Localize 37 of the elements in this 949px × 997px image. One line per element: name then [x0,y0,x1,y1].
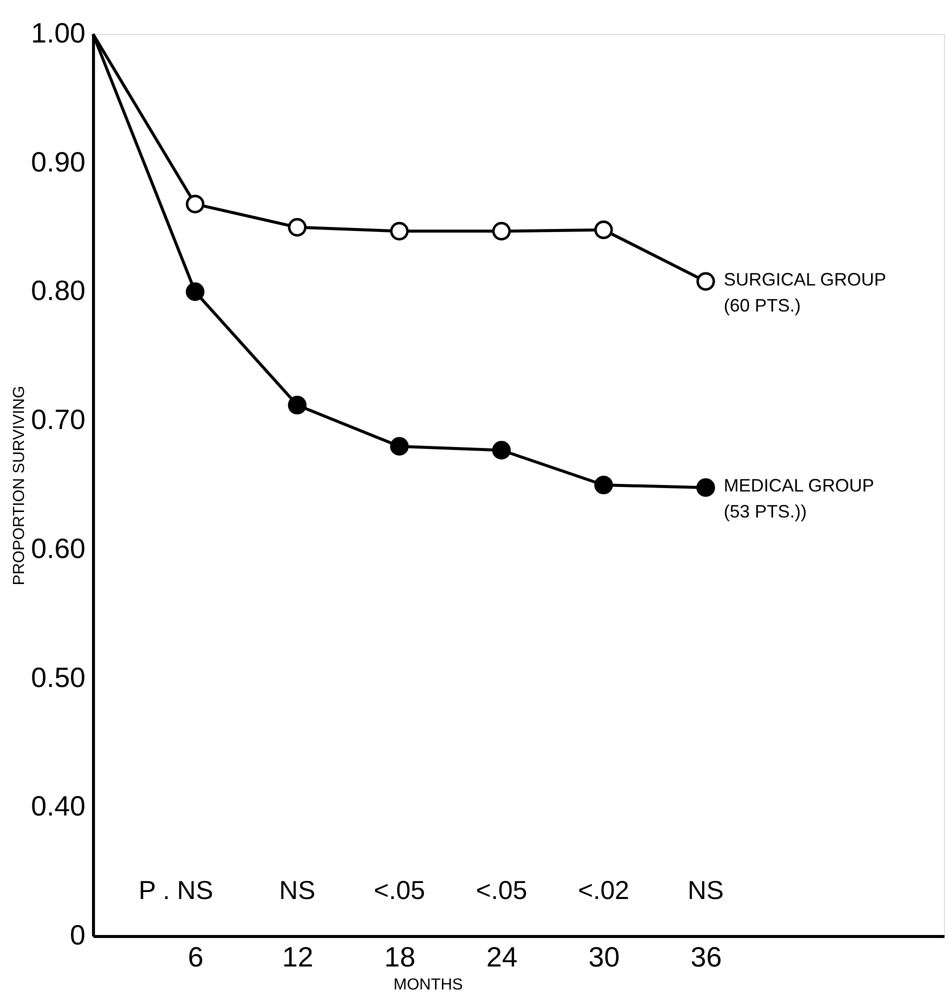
point [696,272,716,291]
point [594,220,613,240]
annotation: NS [177,874,214,905]
annotation: NS [279,874,316,905]
point [186,194,204,214]
point [492,440,511,460]
annotation: <.05 [374,874,426,905]
y-tick-label: 0.50 [31,662,86,693]
x-tick-label: 24 [486,942,518,972]
point [390,222,409,240]
series-label: SURGICAL GROUP (60 PTS.) [724,269,886,316]
y-tick-label: 0 [70,920,86,950]
point [186,282,204,302]
point [696,478,716,497]
annotation: P . [138,874,170,905]
y-tick-label: 1.00 [31,18,86,48]
point [390,437,409,456]
y-tick-label: 0.40 [31,790,86,822]
y-tick-label: 0.70 [31,404,86,436]
annotation: <.02 [578,874,630,905]
y-axis-title: PROPORTION SURVIVING [11,386,28,586]
y-tick-label: 0.90 [31,146,86,178]
annotation: <.05 [476,874,528,905]
x-tick-label: 12 [282,942,314,972]
point [594,476,613,494]
point [288,396,307,414]
series-label: MEDICAL GROUP (53 PTS.)) [724,476,874,522]
x-axis-title: MONTHS [394,976,463,994]
point [288,218,307,237]
y-tick-label: 0.80 [31,275,86,306]
x-tick-label: 6 [188,942,204,972]
x-tick-label: 30 [588,942,620,972]
x-tick-label: 18 [384,942,416,972]
annotation: NS [688,874,724,905]
x-tick-label: 36 [690,942,722,972]
point [492,222,511,240]
y-tick-label: 0.60 [31,532,86,564]
